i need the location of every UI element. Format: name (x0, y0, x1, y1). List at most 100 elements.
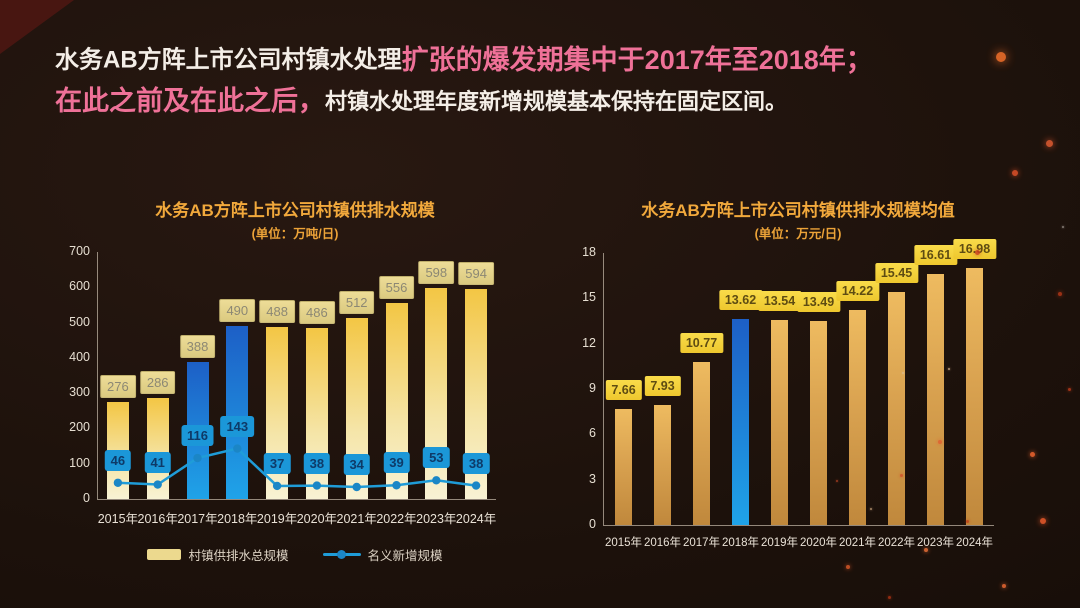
bar-value-label-2022年: 15.45 (874, 262, 919, 283)
left-chart-unit-label: (单位：万吨/日) (251, 227, 339, 241)
line-marker-icon (193, 453, 202, 463)
y-axis-tick-label: 700 (69, 244, 90, 258)
ember-dot (996, 52, 1006, 62)
bar-2019年 (771, 320, 788, 525)
ember-dot (1046, 140, 1053, 147)
bar-value-label-2015年: 276 (100, 374, 136, 398)
x-axis-label-2018年: 2018年 (721, 537, 760, 549)
bar-2022年 (385, 302, 408, 499)
line-value-label-2015年: 46 (104, 449, 132, 471)
bar-value-label-2020年: 486 (299, 300, 335, 324)
x-axis-label-2023年: 2023年 (416, 512, 457, 526)
legend-label-total-scale: 村镇供排水总规模 (188, 549, 289, 563)
ember-dot (900, 474, 903, 477)
bar-value-label-2022年: 556 (378, 275, 415, 299)
line-value-label-2022年: 39 (383, 452, 410, 474)
bar-2023年 (425, 287, 448, 499)
ember-dot (966, 520, 969, 523)
line-value-label-2016年: 41 (144, 451, 171, 473)
y-axis-tick-label: 0 (83, 491, 90, 505)
x-axis-label-2019年: 2019年 (256, 512, 298, 526)
ember-dot (1030, 452, 1035, 457)
bar-value-label-2020年: 13.49 (796, 292, 841, 313)
y-axis-tick-label: 18 (582, 245, 596, 259)
ember-dot (1062, 226, 1064, 228)
line-series-new-scale (113, 444, 481, 492)
line-marker-icon (432, 476, 441, 485)
y-axis-tick-label: 9 (589, 381, 596, 395)
x-axis-label-2023年: 2023年 (916, 537, 955, 549)
gold-bar-swatch-icon (147, 549, 182, 560)
bar-value-label-2017年: 10.77 (679, 333, 724, 354)
ember-dot (888, 596, 891, 599)
x-axis-label-2015年: 2015年 (604, 537, 643, 549)
x-axis-label-2024年: 2024年 (455, 512, 497, 526)
bar-2022年 (888, 291, 905, 525)
line-marker-icon (312, 481, 322, 490)
line-marker-icon (153, 480, 162, 489)
blue-line-swatch-icon (322, 550, 361, 559)
bar-2018年 (226, 326, 249, 499)
x-axis-label-2018年: 2018年 (217, 512, 258, 526)
headline-line2-pink: 在此之前及在此之后， (55, 85, 325, 116)
bar-value-label-2024年: 16.98 (952, 239, 997, 260)
ember-dot (902, 372, 904, 374)
line-marker-icon (233, 444, 242, 453)
bar-2020年 (810, 321, 827, 525)
x-axis-label-2017年: 2017年 (682, 537, 721, 549)
x-axis-label-2016年: 2016年 (137, 512, 178, 526)
left-chart-plot-area: 0 100 200 300 400 500 600 700 276 2015年 286 2016年 38… (69, 244, 496, 526)
right-chart-plot-area: 0 3 6 9 12 15 18 7.66 2015年 7.93 2016年 10.77 2017年 13… (582, 239, 997, 549)
headline-line-1: 水务AB方阵上市公司村镇水处理扩张的爆发期集中于2017年至2018年； (55, 40, 1035, 81)
ember-dot (836, 480, 838, 482)
line-marker-icon (471, 481, 481, 490)
bar-2021年 (849, 310, 866, 525)
x-axis-label-2022年: 2022年 (376, 512, 417, 526)
y-axis-tick-label: 12 (582, 335, 596, 350)
x-axis-label-2017年: 2017年 (177, 512, 218, 526)
x-axis-label-2020年: 2020年 (296, 512, 338, 526)
x-axis-label-2020年: 2020年 (799, 537, 838, 549)
line-value-label-2021年: 34 (343, 454, 370, 475)
bar-value-label-2021年: 14.22 (835, 281, 880, 302)
bar-value-label-2021年: 512 (338, 291, 375, 315)
ember-dot (924, 548, 928, 552)
y-axis-tick-label: 6 (589, 426, 596, 441)
bar-2024年 (966, 268, 983, 525)
line-value-label-2017年: 116 (181, 425, 214, 447)
line-marker-icon (392, 481, 401, 490)
x-axis-label-2021年: 2021年 (838, 537, 877, 549)
ember-dot (1002, 584, 1006, 588)
ember-dot (938, 440, 942, 444)
line-value-label-2023年: 53 (423, 447, 450, 469)
line-value-label-2018年: 143 (220, 415, 255, 437)
right-chart-unit-label: (单位：万元/日) (754, 227, 842, 241)
ember-dot (1040, 518, 1046, 524)
ember-dot (870, 508, 872, 510)
ember-dot (1012, 170, 1018, 176)
headline: 水务AB方阵上市公司村镇水处理扩张的爆发期集中于2017年至2018年； 在此之… (55, 40, 1035, 121)
bar-2023年 (927, 274, 944, 525)
ember-dot (975, 250, 980, 255)
x-axis-label-2021年: 2021年 (336, 512, 377, 526)
headline-line2-white: 村镇水处理年度新增规模基本保持在固定区间。 (325, 88, 788, 114)
x-axis-label-2024年: 2024年 (955, 537, 994, 549)
y-axis-tick-label: 400 (69, 349, 90, 364)
bar-value-label-2017年: 388 (179, 335, 216, 359)
line-marker-icon (272, 481, 282, 491)
legend-item-total-scale: 村镇供排水总规模 (147, 545, 289, 564)
y-axis-tick-label: 15 (582, 290, 596, 305)
headline-line1-pink: 扩张的爆发期集中于2017年至2018年； (401, 45, 873, 75)
bar-value-label-2018年: 13.62 (718, 290, 763, 311)
bar-value-label-2015年: 7.66 (605, 380, 642, 401)
ember-dot (1068, 388, 1071, 391)
x-axis-label-2015年: 2015年 (97, 512, 139, 526)
y-axis-tick-label: 300 (69, 385, 90, 400)
corner-red-accent (0, 0, 74, 54)
y-axis-tick-label: 500 (69, 314, 90, 329)
headline-line1-white: 水务AB方阵上市公司村镇水处理 (55, 46, 402, 74)
y-axis-tick-label: 600 (69, 279, 90, 294)
x-axis-label-2022年: 2022年 (877, 537, 916, 549)
left-chart-legend: 村镇供排水总规模 名义新增规模 (95, 545, 495, 564)
